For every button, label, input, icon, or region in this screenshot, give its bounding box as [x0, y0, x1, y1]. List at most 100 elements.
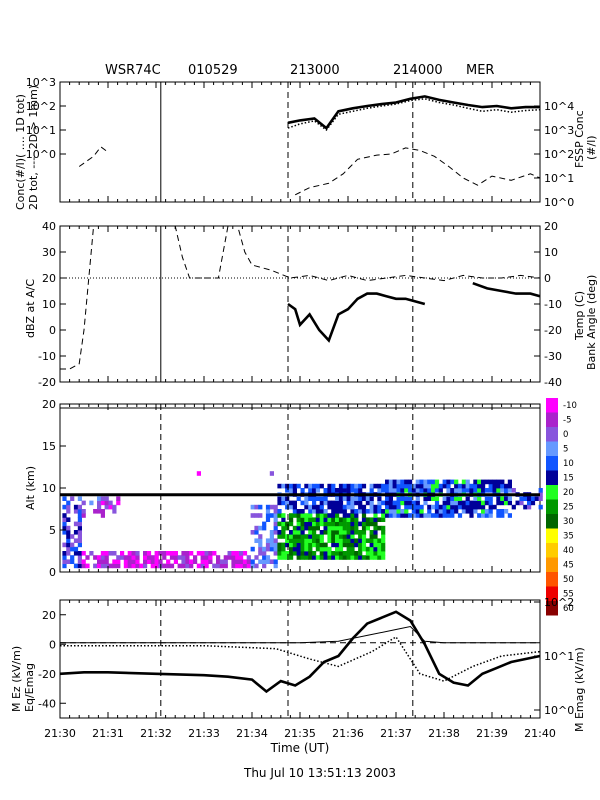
heatmap-cell — [289, 504, 294, 510]
heatmap-cell — [335, 546, 340, 552]
heatmap-cell — [323, 521, 328, 527]
legend-swatch — [546, 557, 558, 572]
legend-swatch — [546, 514, 558, 529]
heatmap-cell — [100, 563, 105, 569]
heatmap-cell — [89, 500, 94, 506]
heatmap-cell — [112, 563, 117, 569]
heatmap-cell — [300, 517, 305, 522]
heatmap-cell — [73, 563, 79, 569]
heatmap-cell — [308, 530, 313, 535]
heatmap-cell — [265, 542, 271, 548]
heatmap-cell — [500, 483, 505, 489]
heatmap-cell — [442, 496, 447, 501]
legend-swatch — [546, 470, 558, 485]
heatmap-cell — [431, 496, 436, 501]
heatmap-cell — [369, 551, 374, 556]
heatmap-cell — [331, 534, 336, 539]
heatmap-cell — [254, 563, 259, 569]
heatmap-cell — [469, 509, 474, 514]
heatmap-cell — [346, 500, 351, 506]
heatmap-cell — [454, 509, 459, 514]
heatmap-cell — [361, 555, 367, 560]
heatmap-cell — [481, 488, 486, 493]
heatmap-cell — [481, 500, 486, 506]
heatmap-cell — [346, 513, 351, 518]
heatmap-cell — [93, 563, 98, 569]
heatmap-cell — [173, 551, 178, 556]
heatmap-cell — [254, 530, 259, 535]
heatmap-cell — [454, 488, 459, 493]
heatmap-cell — [446, 513, 451, 518]
heatmap-cell — [327, 530, 332, 535]
heatmap-cell — [350, 483, 355, 489]
heatmap-cell — [369, 488, 374, 493]
heatmap-cell — [289, 521, 294, 527]
heatmap-cell — [385, 488, 390, 493]
heatmap-cell — [427, 483, 432, 489]
heatmap-cell — [342, 513, 347, 518]
heatmap-cell — [300, 488, 305, 493]
heatmap-cell — [315, 488, 320, 493]
heatmap-cell — [408, 483, 413, 489]
heatmap-cell — [354, 500, 359, 506]
heatmap-cell — [285, 525, 290, 531]
heatmap-cell — [408, 500, 413, 506]
legend-swatch — [546, 601, 558, 616]
heatmap-cell — [327, 534, 332, 539]
heatmap-cell — [327, 483, 332, 489]
heatmap-cell — [423, 496, 428, 501]
heatmap-cell — [361, 521, 367, 527]
heatmap-cell — [327, 488, 332, 493]
heatmap-cell — [269, 471, 274, 476]
heatmap-cell — [488, 479, 493, 485]
heatmap-cell — [108, 504, 113, 510]
heatmap-cell — [254, 555, 259, 560]
legend-swatch — [546, 456, 558, 471]
heatmap-cell — [223, 559, 228, 564]
heatmap-cell — [227, 551, 232, 556]
heatmap-cell — [338, 500, 344, 506]
heatmap-cell — [112, 504, 117, 510]
heatmap-cell — [346, 504, 351, 510]
heatmap-cell — [308, 542, 313, 548]
heatmap-cell — [431, 479, 436, 485]
heatmap-cell — [323, 525, 328, 531]
heatmap-cell — [312, 496, 317, 501]
panel-4-left-tick-label: 0 — [49, 638, 56, 651]
heatmap-cell — [319, 517, 324, 522]
heatmap-cell — [342, 538, 347, 543]
heatmap-cell — [285, 551, 290, 556]
heatmap-cell — [323, 496, 328, 501]
heatmap-cell — [315, 542, 320, 548]
panel-2-left-tick-label: -20 — [38, 376, 56, 389]
heatmap-cell — [450, 504, 455, 510]
heatmap-cell — [354, 555, 359, 560]
heatmap-cell — [269, 534, 274, 539]
heatmap-cell — [331, 555, 336, 560]
heatmap-cell — [304, 521, 309, 527]
heatmap-cell — [331, 551, 336, 556]
heatmap-cell — [308, 546, 313, 552]
heatmap-cell — [77, 563, 82, 569]
heatmap-cell — [507, 483, 512, 489]
heatmap-cell — [70, 542, 75, 548]
legend-swatch — [546, 499, 558, 514]
heatmap-cell — [97, 496, 102, 501]
heatmap-cell — [73, 504, 79, 510]
heatmap-cell — [500, 513, 505, 518]
heatmap-cell — [427, 513, 432, 518]
heatmap-cell — [331, 500, 336, 506]
heatmap-cell — [100, 496, 105, 501]
heatmap-cell — [323, 542, 328, 548]
heatmap-cell — [434, 479, 440, 485]
heatmap-cell — [312, 525, 317, 531]
heatmap-cell — [361, 504, 367, 510]
heatmap-cell — [66, 509, 71, 514]
heatmap-cell — [319, 509, 324, 514]
panel-1-left-tick-label: 10^3 — [26, 76, 56, 89]
heatmap-cell — [304, 546, 309, 552]
heatmap-cell — [281, 530, 286, 535]
heatmap-cell — [338, 542, 344, 548]
heatmap-cell — [350, 542, 355, 548]
heatmap-cell — [404, 479, 409, 485]
